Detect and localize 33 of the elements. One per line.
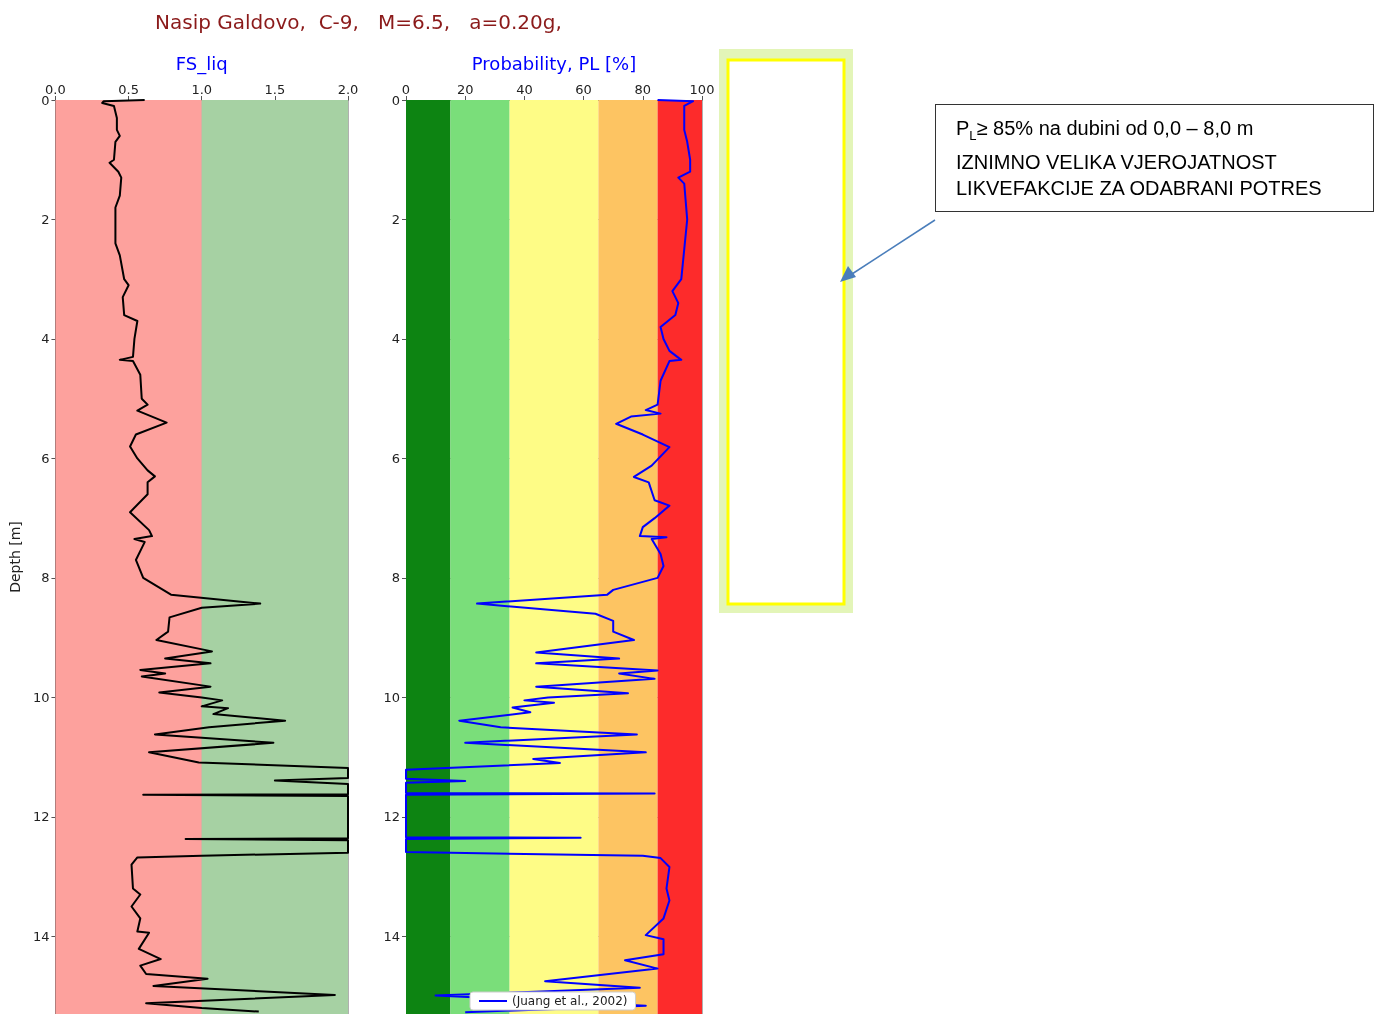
line-series (405, 99, 695, 1014)
x-tick-label: 100 (689, 82, 715, 97)
y-tick-label: 2 (41, 211, 50, 227)
x-axis-title: FS_liq (175, 52, 228, 75)
y-tick-label: 6 (391, 450, 400, 466)
x-tick-label: 1.5 (264, 82, 286, 97)
x-tick-label: 80 (634, 82, 652, 97)
x-tick-label: 1.0 (191, 82, 213, 97)
x-tick-label: 0 (401, 82, 411, 97)
x-axis-title: Probability, PL [%] (471, 52, 637, 74)
y-tick-label: 8 (41, 570, 50, 586)
y-tick-label: 6 (41, 450, 50, 466)
y-tick-label: 4 (41, 331, 50, 347)
x-tick-label: 40 (516, 82, 533, 97)
text: P$_{L}$≥ 85% na dubini od 0,0 – 8,0 m IZNIMNO VELIKA VJEROJATNOST LIKVEFAKCIJE ZA ODABRANI POTRES (935, 104, 1374, 212)
y-tick-label: 14 (383, 928, 400, 944)
x-tick-label: 2.0 (337, 82, 359, 97)
x-tick-label: 20 (456, 82, 474, 97)
x-tick-label: 60 (575, 82, 592, 97)
x-tick-label: 0.5 (118, 82, 139, 97)
y-axis-title: Depth [m] (7, 521, 23, 593)
y-tick-label: 0 (391, 92, 400, 108)
y-tick-label: 8 (391, 570, 400, 586)
legend-label: (Juang et al., 2002) (512, 994, 628, 1008)
chart-title: Nasip Galdovo, C-9, M=6.5, a=0.20g, (155, 10, 562, 34)
y-tick-label: 12 (32, 809, 50, 825)
y-tick-label: 2 (391, 211, 400, 227)
y-tick-label: 10 (32, 689, 50, 705)
y-tick-label: 14 (32, 928, 50, 944)
y-tick-label: 10 (383, 689, 400, 705)
line-series (101, 99, 349, 1013)
y-tick-label: 12 (383, 809, 400, 825)
y-tick-label: 4 (391, 331, 400, 347)
